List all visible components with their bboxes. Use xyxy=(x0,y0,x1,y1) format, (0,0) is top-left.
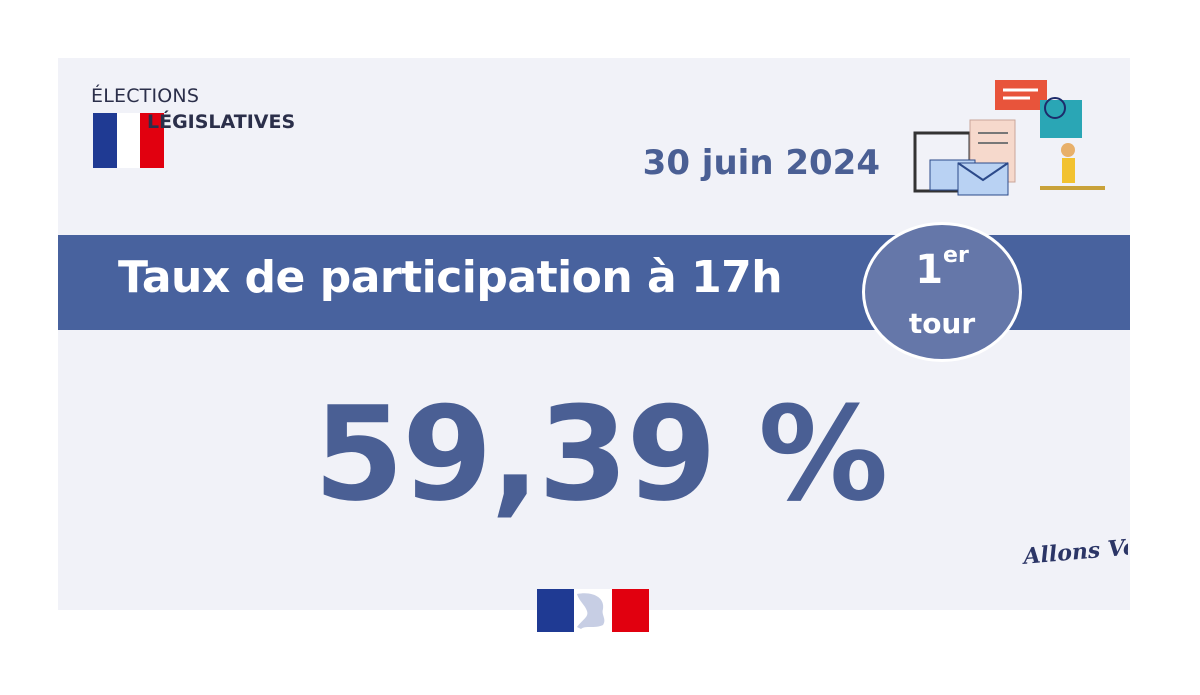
ballot-box-illustration xyxy=(913,80,1105,196)
logo-line2: LÉGISLATIVES xyxy=(147,111,296,133)
svg-text:Allons Voter!: Allons Voter! xyxy=(1020,530,1128,570)
allons-voter-logo: Allons Voter! xyxy=(1020,530,1128,570)
logo-line1: ÉLECTIONS xyxy=(91,85,200,107)
round-number: 1er xyxy=(915,243,969,293)
round-superscript: er xyxy=(943,243,969,268)
election-date: 30 juin 2024 xyxy=(642,143,880,183)
banner-title: Taux de participation à 17h xyxy=(118,252,783,303)
participation-value: 59,39 % xyxy=(313,378,889,530)
round-badge: 1er tour xyxy=(862,222,1022,362)
round-word: tour xyxy=(908,307,976,340)
french-flag-icon xyxy=(93,113,165,168)
marianne-logo xyxy=(537,589,649,632)
